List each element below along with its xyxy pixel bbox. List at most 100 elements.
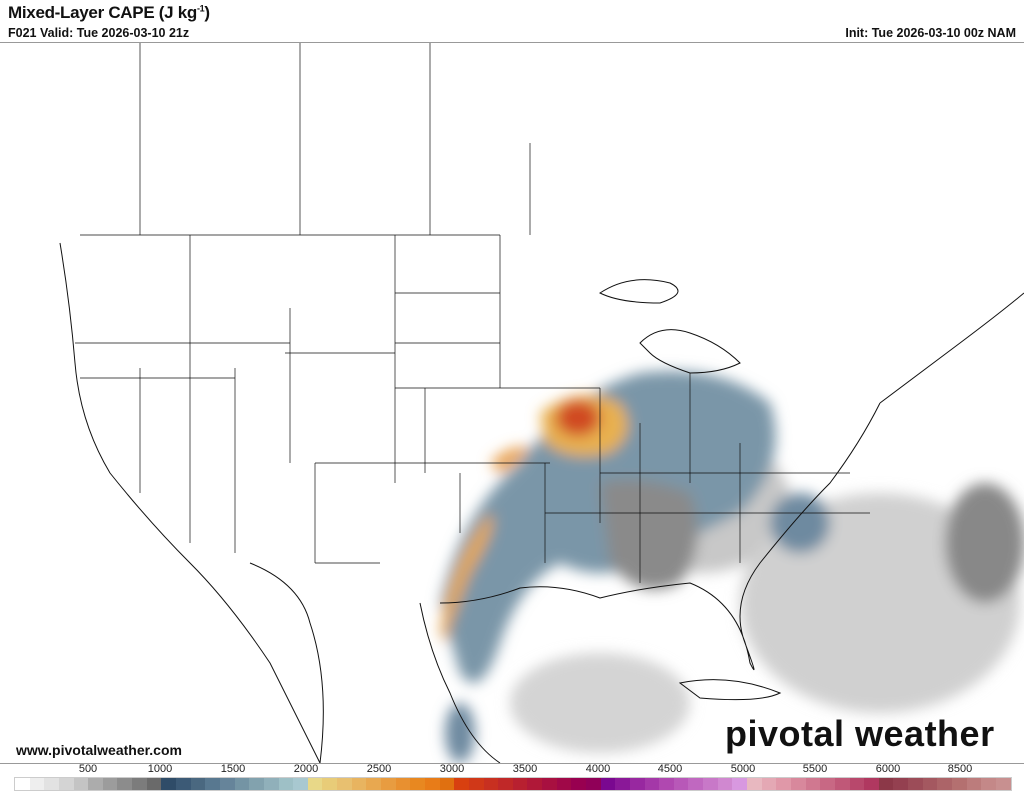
colorbar-swatch <box>703 778 718 790</box>
colorbar-swatch <box>556 778 572 790</box>
colorbar-swatch <box>776 778 791 790</box>
colorbar-swatch <box>293 778 308 790</box>
colorbar-swatch <box>820 778 835 790</box>
state-borders <box>75 43 870 583</box>
colorbar-swatch <box>102 778 118 790</box>
map-svg <box>59 43 1024 763</box>
colorbar-swatch <box>366 778 382 790</box>
colorbar-swatch <box>688 778 704 790</box>
colorbar-swatch <box>644 778 660 790</box>
colorbar-swatch <box>73 778 89 790</box>
coastlines <box>59 242 1024 763</box>
mexico-gulf-coast <box>419 602 501 763</box>
colorbar-tick-label: 4500 <box>657 763 683 775</box>
title-text: Mixed-Layer CAPE (J kg <box>8 3 197 22</box>
colorbar-tick-label: 500 <box>78 763 98 775</box>
northeast-coast <box>879 292 1024 404</box>
colorbar-swatch <box>498 778 513 790</box>
colorbar-swatch <box>234 778 250 790</box>
colorbar-swatch <box>849 778 865 790</box>
colorbar-swatch <box>176 778 191 790</box>
colorbar-swatch <box>190 778 206 790</box>
colorbar-swatch <box>146 778 162 790</box>
colorbar-tick-label: 6000 <box>875 763 901 775</box>
colorbar-swatch <box>381 778 396 790</box>
colorbar-swatch <box>747 778 762 790</box>
colorbar-swatch <box>908 778 923 790</box>
colorbar-swatch <box>483 778 499 790</box>
colorbar-swatch <box>673 778 689 790</box>
colorbar-swatch <box>249 778 264 790</box>
colorbar-swatch <box>58 778 74 790</box>
pivotal-weather-logo: pivotal weather <box>725 713 995 754</box>
state-border-lines <box>75 234 870 583</box>
colorbar-swatch <box>88 778 103 790</box>
colorbar-tick-label: 1500 <box>220 763 246 775</box>
colorbar-tick-label: 1000 <box>147 763 173 775</box>
colorbar-tick-label: 5500 <box>802 763 828 775</box>
colorbar-tick-label: 8500 <box>947 763 973 775</box>
colorbar-tick-label: 3500 <box>512 763 538 775</box>
colorbar-labels: 500 1000 1500 2000 2500 3000 3500 4000 4500 5000 5… <box>0 763 1024 777</box>
colorbar-swatch <box>966 778 982 790</box>
colorbar-swatch <box>981 778 996 790</box>
cape-area-blue <box>770 493 830 553</box>
colorbar-swatch <box>922 778 938 790</box>
colorbar-swatch <box>864 778 879 790</box>
title-end: ) <box>204 3 210 22</box>
colorbar-swatch <box>439 778 455 790</box>
colorbar-swatch <box>615 778 630 790</box>
colorbar-swatch <box>937 778 952 790</box>
map-title: Mixed-Layer CAPE (J kg-1) <box>8 3 210 23</box>
cape-area-gray <box>510 653 690 753</box>
great-lakes <box>639 329 741 374</box>
colorbar-swatch <box>454 778 469 790</box>
colorbar-swatch <box>952 778 967 790</box>
website-url[interactable]: www.pivotalweather.com <box>14 742 184 758</box>
west-coastline <box>59 242 321 763</box>
colorbar-tick-label: 2500 <box>366 763 392 775</box>
colorbar-swatch <box>629 778 645 790</box>
colorbar-swatch <box>542 778 557 790</box>
colorbar-swatch <box>219 778 235 790</box>
colorbar-swatch <box>512 778 528 790</box>
colorbar-swatch <box>117 778 133 790</box>
colorbar-swatch <box>571 778 586 790</box>
cape-area-blue <box>445 703 475 763</box>
colorbar-swatch <box>395 778 411 790</box>
colorbar-swatch <box>278 778 294 790</box>
colorbar-swatch <box>585 778 601 790</box>
colorbar-swatch <box>600 778 616 790</box>
colorbar-swatch <box>995 778 1011 790</box>
colorbar-swatch <box>659 778 674 790</box>
colorbar-swatch <box>307 778 323 790</box>
colorbar-swatch <box>761 778 777 790</box>
gulf-atlantic-coast <box>439 402 881 671</box>
lake-superior <box>599 279 679 304</box>
colorbar-swatch <box>468 778 484 790</box>
colorbar-swatch <box>893 778 909 790</box>
colorbar-swatch <box>161 778 177 790</box>
colorbar-swatch <box>834 778 850 790</box>
colorbar-swatch <box>732 778 748 790</box>
colorbar-swatch <box>878 778 894 790</box>
title-superscript: -1 <box>196 3 205 14</box>
cape-field <box>440 371 1024 763</box>
baja-coast <box>249 562 324 763</box>
colorbar-swatch <box>424 778 440 790</box>
weather-map[interactable] <box>0 42 1024 764</box>
colorbar-swatch <box>805 778 821 790</box>
colorbar-swatch <box>132 778 147 790</box>
valid-time: F021 Valid: Tue 2026-03-10 21z <box>8 26 190 40</box>
colorbar-swatch <box>717 778 733 790</box>
province-borders <box>139 43 531 235</box>
cape-area-orange <box>440 513 493 643</box>
colorbar-swatch <box>410 778 425 790</box>
colorbar-swatch <box>15 778 30 790</box>
colorbar-tick-label: 5000 <box>730 763 756 775</box>
colorbar-tick-label: 3000 <box>439 763 465 775</box>
colorbar-swatch <box>790 778 806 790</box>
colorbar-swatch <box>44 778 59 790</box>
init-time: Init: Tue 2026-03-10 00z NAM <box>845 26 1016 40</box>
colorbar-swatch <box>263 778 279 790</box>
